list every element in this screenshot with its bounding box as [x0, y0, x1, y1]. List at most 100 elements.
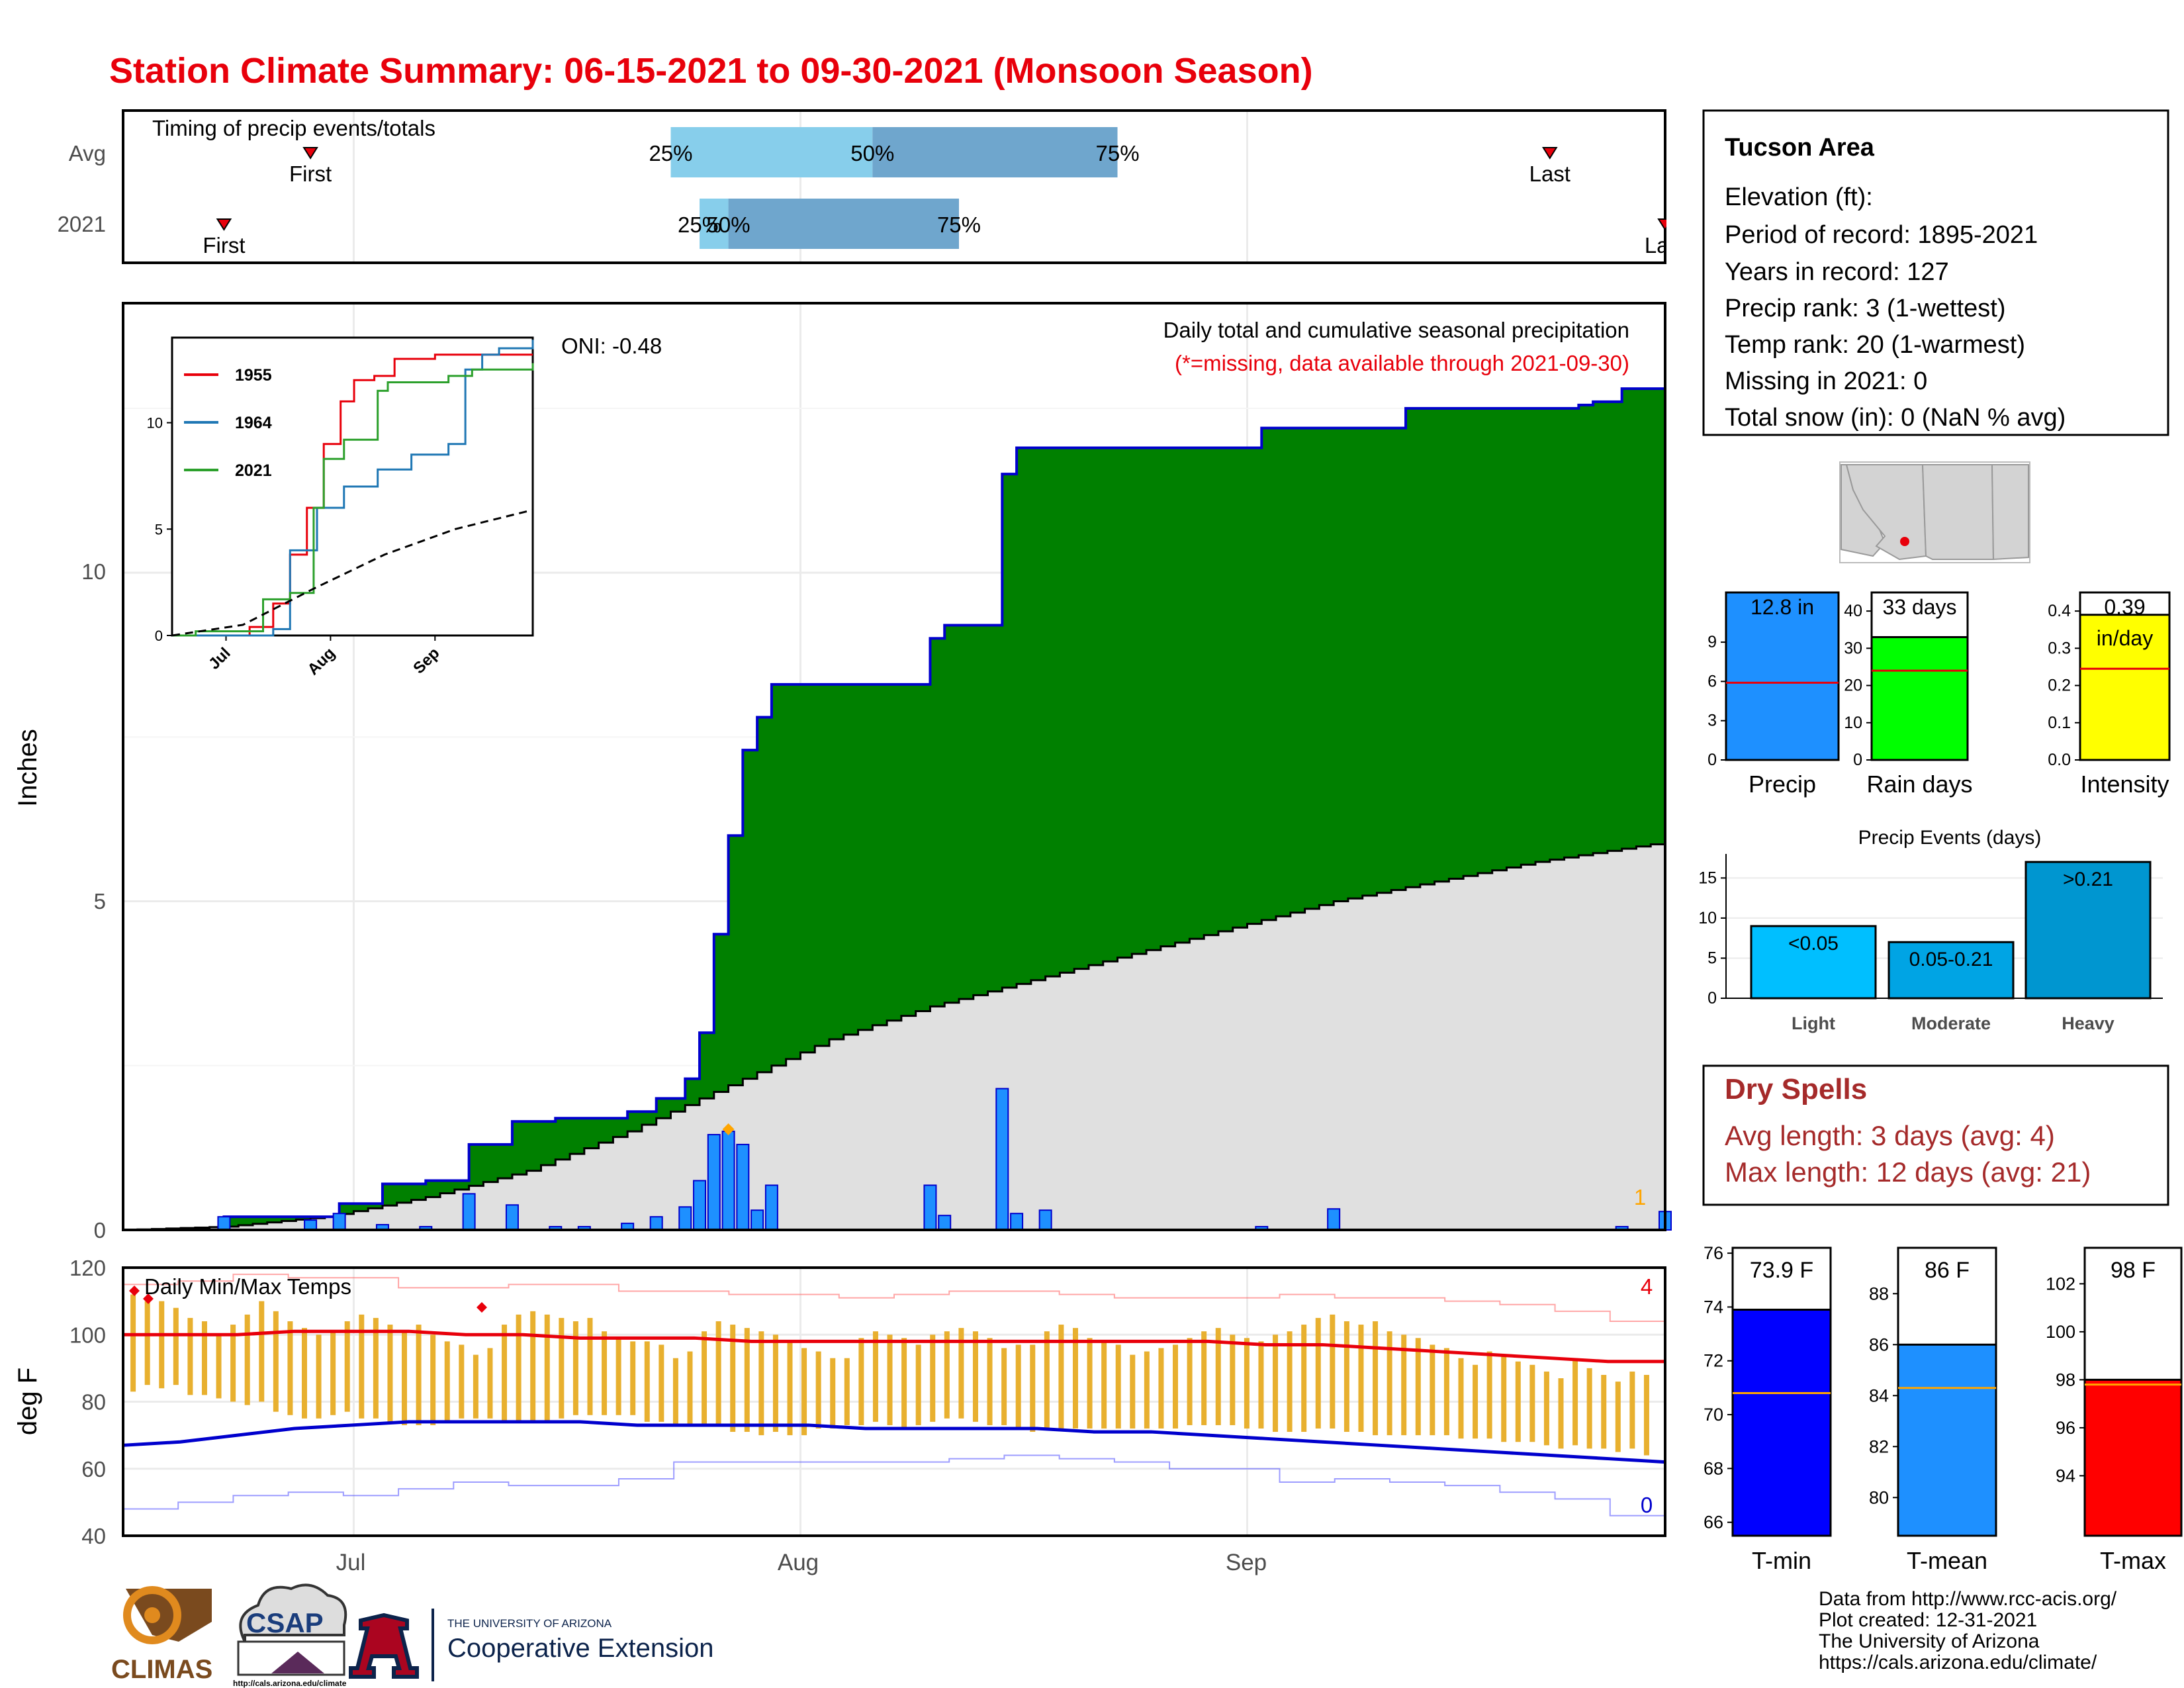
temp-ytick-label: 80: [81, 1390, 106, 1415]
tgauge-bar-T-mean: [1897, 1343, 1997, 1537]
tgauge-ytick-label: 94: [2056, 1466, 2075, 1485]
daily-temp-bar: [587, 1317, 593, 1415]
daily-temp-bar: [1572, 1358, 1578, 1446]
daily-temp-bar: [772, 1335, 778, 1432]
tgauge-ytick-label: 86: [1869, 1335, 1889, 1354]
gauge-unit-label-Intensity: in/day: [2097, 626, 2153, 650]
footer: Data from http://www.rcc-acis.org/ Plot …: [111, 1583, 2117, 1688]
daily-temp-bar: [1473, 1364, 1479, 1439]
tgauge-ytick-label: 102: [2046, 1274, 2075, 1293]
daily-precip-bar: [1038, 1209, 1052, 1231]
daily-temp-bar: [159, 1301, 165, 1389]
gauge-ytick-label: 10: [1844, 714, 1862, 732]
daily-temp-bar: [687, 1351, 693, 1425]
daily-temp-bar: [915, 1344, 921, 1425]
events-bar-Heavy: [2025, 861, 2152, 1000]
tgauge-ytick-label: 82: [1869, 1436, 1889, 1456]
tgauge-ytick-label: 88: [1869, 1284, 1889, 1303]
avg-max-line: [123, 1329, 1665, 1364]
tgauge-ytick-label: 80: [1869, 1487, 1889, 1507]
daily-precip-bar: [462, 1193, 476, 1231]
precip-count-label: 1: [1634, 1185, 1646, 1209]
daily-temp-bar: [1629, 1371, 1635, 1449]
xtick-jul: Jul: [336, 1550, 366, 1575]
daily-temp-bar: [1173, 1344, 1179, 1429]
temp-max-count: 4: [1641, 1274, 1653, 1299]
xtick-sep: Sep: [1226, 1550, 1267, 1575]
daily-temp-bar: [1130, 1354, 1136, 1429]
avg-cumulative-area: [123, 842, 1665, 1230]
temp-ytick-label: 120: [69, 1256, 106, 1280]
daily-temp-bar: [672, 1358, 678, 1425]
gauge-value-label-Precip: 12.8 in: [1751, 595, 1814, 619]
daily-temp-bar: [1072, 1328, 1078, 1429]
daily-temp-bar: [373, 1317, 379, 1419]
tgauge-ytick-label: 68: [1704, 1458, 1723, 1478]
daily-temp-bar: [1543, 1371, 1549, 1446]
daily-temp-bar: [1529, 1364, 1535, 1442]
precip-ytick-0: 0: [94, 1218, 106, 1243]
daily-temp-bar: [1244, 1338, 1250, 1429]
ua-logo: THE UNIVERSITY OF ARIZONA Cooperative Ex…: [349, 1609, 713, 1681]
daily-temp-bar: [1258, 1341, 1264, 1429]
gauge-ytick-label: 30: [1844, 639, 1862, 657]
daily-temp-bar: [1601, 1375, 1607, 1449]
missing-data-note: (*=missing, data available through 2021-…: [1175, 351, 1629, 375]
daily-temp-bar: [830, 1358, 836, 1429]
daily-temp-bar: [130, 1294, 136, 1392]
gauge-value-label-Rain days: 33 days: [1882, 595, 1956, 619]
timing-box-25-50-Avg: [670, 127, 873, 177]
dry-spells-avg: Avg length: 3 days (avg: 4): [1725, 1120, 2055, 1151]
daily-temp-bar: [758, 1331, 764, 1436]
daily-temp-bar: [316, 1335, 322, 1419]
daily-temp-bar: [444, 1341, 450, 1422]
gauge-ytick-label: 0.2: [2048, 677, 2071, 695]
daily-temp-bar: [1330, 1314, 1336, 1429]
daily-precip-bar: [923, 1184, 937, 1231]
daily-temp-bar: [1415, 1338, 1421, 1436]
daily-temp-bar: [1287, 1331, 1293, 1432]
daily-temp-bar: [430, 1335, 436, 1425]
timing-box-50-75-Avg: [872, 127, 1118, 177]
events-ytick-label: 0: [1707, 989, 1717, 1008]
oni-value: ONI: -0.48: [561, 334, 662, 358]
tgauge-ytick-label: 70: [1704, 1405, 1723, 1425]
gauge-ytick-label: 3: [1707, 712, 1717, 730]
events-ytick-label: 5: [1707, 949, 1717, 967]
inset-line-Avg: [171, 508, 533, 637]
daily-precip-bar: [678, 1206, 692, 1231]
temp-panel-title: Daily Min/Max Temps: [144, 1274, 351, 1299]
daily-temp-bar: [359, 1314, 365, 1419]
csap-logo-text: CSAP: [246, 1607, 324, 1638]
daily-temp-bar: [844, 1358, 850, 1425]
events-bar-Moderate: [1888, 941, 2015, 1000]
precip-events-chart: Precip Events (days) 0 5 10 15 <0.05 Light 0.0…: [1698, 827, 2163, 1033]
events-bar-label: 0.05-0.21: [1909, 949, 1993, 970]
daily-precip-bar: [707, 1134, 721, 1231]
daily-precip-bar: [332, 1213, 346, 1231]
tgauge-bar-T-min: [1731, 1309, 1832, 1537]
daily-temp-bar: [1058, 1325, 1064, 1429]
timing-first-label: First: [203, 233, 245, 258]
daily-temp-bar: [987, 1338, 993, 1425]
avg-min-line: [122, 1420, 1666, 1464]
daily-temp-bar: [1430, 1344, 1435, 1436]
daily-temp-bar: [702, 1331, 707, 1425]
tgauge-ytick-label: 84: [1869, 1385, 1889, 1405]
daily-temp-bar: [473, 1354, 478, 1419]
daily-temp-bar: [1187, 1338, 1193, 1425]
daily-temp-bar: [1201, 1331, 1207, 1425]
temp-gauges: 66 68 70 72 74 76 73.9 F T-min 80 82 84 86 88 86 F T-m…: [1704, 1243, 2183, 1574]
timing-q75-label: 75%: [937, 212, 981, 237]
daily-temp-bar: [330, 1331, 336, 1415]
timing-clip: [1666, 111, 1704, 264]
tgauge-ytick-label: 100: [2046, 1322, 2075, 1342]
inset-line-2021: [172, 363, 534, 637]
station-info-box: Tucson Area Elevation (ft): Period of re…: [1702, 109, 2169, 436]
inset-legend-label-2021: 2021: [235, 461, 272, 480]
temp-ytick-label: 60: [81, 1457, 106, 1481]
info-precip-rank: Precip rank: 3 (1-wettest): [1725, 295, 2005, 322]
events-ytick-label: 15: [1698, 868, 1717, 887]
daily-temp-bar: [216, 1335, 222, 1399]
daily-temp-bar: [516, 1314, 522, 1422]
